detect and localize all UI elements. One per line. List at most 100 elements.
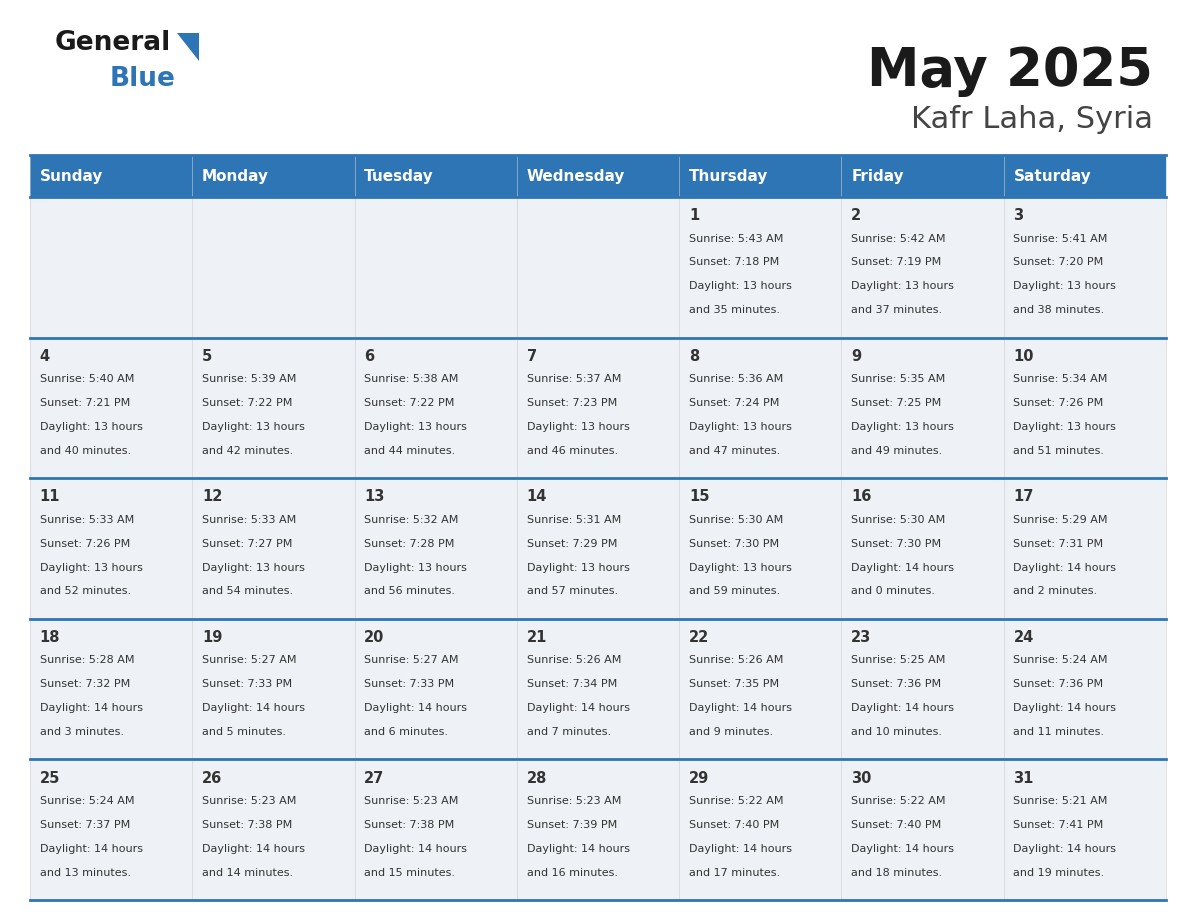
Text: 11: 11	[39, 489, 61, 505]
Text: 22: 22	[689, 630, 709, 645]
Bar	[680, 619, 841, 759]
Text: Sunrise: 5:41 AM: Sunrise: 5:41 AM	[1013, 233, 1108, 243]
Text: and 10 minutes.: and 10 minutes.	[851, 727, 942, 737]
Text: and 7 minutes.: and 7 minutes.	[526, 727, 611, 737]
Text: Sunrise: 5:24 AM: Sunrise: 5:24 AM	[39, 796, 134, 806]
Text: Tuesday: Tuesday	[365, 169, 434, 184]
Text: Sunrise: 5:31 AM: Sunrise: 5:31 AM	[526, 515, 621, 525]
Text: Sunset: 7:33 PM: Sunset: 7:33 PM	[202, 679, 292, 689]
Text: Daylight: 13 hours: Daylight: 13 hours	[526, 422, 630, 432]
Text: Sunrise: 5:27 AM: Sunrise: 5:27 AM	[202, 655, 297, 666]
Text: General: General	[55, 30, 171, 56]
Text: Sunrise: 5:39 AM: Sunrise: 5:39 AM	[202, 375, 296, 384]
Text: Kafr Laha, Syria: Kafr Laha, Syria	[911, 105, 1154, 134]
Text: Sunset: 7:29 PM: Sunset: 7:29 PM	[526, 539, 617, 549]
Text: 23: 23	[851, 630, 872, 645]
Text: and 56 minutes.: and 56 minutes.	[365, 587, 455, 597]
Bar	[30, 155, 192, 197]
Bar	[354, 478, 517, 619]
Bar	[841, 619, 1004, 759]
Text: Sunset: 7:30 PM: Sunset: 7:30 PM	[851, 539, 941, 549]
Text: Sunrise: 5:23 AM: Sunrise: 5:23 AM	[365, 796, 459, 806]
Bar	[354, 619, 517, 759]
Bar	[192, 197, 354, 338]
Text: 19: 19	[202, 630, 222, 645]
Bar	[680, 197, 841, 338]
Text: Sunset: 7:22 PM: Sunset: 7:22 PM	[365, 398, 455, 409]
Text: 29: 29	[689, 770, 709, 786]
Bar	[192, 338, 354, 478]
Text: and 16 minutes.: and 16 minutes.	[526, 868, 618, 878]
Text: Sunrise: 5:22 AM: Sunrise: 5:22 AM	[851, 796, 946, 806]
Text: Sunset: 7:34 PM: Sunset: 7:34 PM	[526, 679, 617, 689]
Text: and 13 minutes.: and 13 minutes.	[39, 868, 131, 878]
Text: Sunrise: 5:33 AM: Sunrise: 5:33 AM	[202, 515, 296, 525]
Text: Sunset: 7:25 PM: Sunset: 7:25 PM	[851, 398, 941, 409]
Text: Sunset: 7:23 PM: Sunset: 7:23 PM	[526, 398, 617, 409]
Text: Daylight: 13 hours: Daylight: 13 hours	[365, 422, 467, 432]
Bar	[354, 338, 517, 478]
Bar	[517, 338, 680, 478]
Text: Daylight: 13 hours: Daylight: 13 hours	[851, 281, 954, 291]
Text: Sunset: 7:24 PM: Sunset: 7:24 PM	[689, 398, 779, 409]
Text: 2: 2	[851, 208, 861, 223]
Text: 17: 17	[1013, 489, 1034, 505]
Text: Sunrise: 5:23 AM: Sunrise: 5:23 AM	[526, 796, 621, 806]
Bar	[1004, 478, 1165, 619]
Text: Sunset: 7:30 PM: Sunset: 7:30 PM	[689, 539, 779, 549]
Text: Daylight: 13 hours: Daylight: 13 hours	[365, 563, 467, 573]
Text: 10: 10	[1013, 349, 1034, 364]
Text: 31: 31	[1013, 770, 1034, 786]
Text: 14: 14	[526, 489, 546, 505]
Text: Daylight: 13 hours: Daylight: 13 hours	[526, 563, 630, 573]
Text: Sunrise: 5:24 AM: Sunrise: 5:24 AM	[1013, 655, 1108, 666]
Text: 4: 4	[39, 349, 50, 364]
Text: Daylight: 14 hours: Daylight: 14 hours	[851, 563, 954, 573]
Text: Sunset: 7:35 PM: Sunset: 7:35 PM	[689, 679, 779, 689]
Text: Sunrise: 5:22 AM: Sunrise: 5:22 AM	[689, 796, 783, 806]
Bar	[30, 338, 192, 478]
Text: and 6 minutes.: and 6 minutes.	[365, 727, 448, 737]
Text: Sunset: 7:28 PM: Sunset: 7:28 PM	[365, 539, 455, 549]
Text: Daylight: 14 hours: Daylight: 14 hours	[851, 703, 954, 713]
Text: Daylight: 14 hours: Daylight: 14 hours	[689, 703, 792, 713]
Bar	[841, 759, 1004, 900]
Text: 26: 26	[202, 770, 222, 786]
Text: and 40 minutes.: and 40 minutes.	[39, 446, 131, 456]
Text: Daylight: 14 hours: Daylight: 14 hours	[202, 703, 305, 713]
Text: and 14 minutes.: and 14 minutes.	[202, 868, 293, 878]
Text: 16: 16	[851, 489, 872, 505]
Text: Daylight: 14 hours: Daylight: 14 hours	[689, 844, 792, 854]
Text: Saturday: Saturday	[1013, 169, 1092, 184]
Text: 20: 20	[365, 630, 385, 645]
Text: and 42 minutes.: and 42 minutes.	[202, 446, 293, 456]
Bar	[192, 759, 354, 900]
Text: Sunrise: 5:43 AM: Sunrise: 5:43 AM	[689, 233, 783, 243]
Bar	[680, 155, 841, 197]
Text: 9: 9	[851, 349, 861, 364]
Bar	[680, 759, 841, 900]
Bar	[1004, 759, 1165, 900]
Text: and 2 minutes.: and 2 minutes.	[1013, 587, 1098, 597]
Text: and 46 minutes.: and 46 minutes.	[526, 446, 618, 456]
Text: and 19 minutes.: and 19 minutes.	[1013, 868, 1105, 878]
Text: Daylight: 13 hours: Daylight: 13 hours	[39, 563, 143, 573]
Text: 3: 3	[1013, 208, 1024, 223]
Text: Daylight: 13 hours: Daylight: 13 hours	[689, 563, 791, 573]
Text: Daylight: 13 hours: Daylight: 13 hours	[202, 422, 305, 432]
Bar	[30, 619, 192, 759]
Text: Sunrise: 5:25 AM: Sunrise: 5:25 AM	[851, 655, 946, 666]
Text: Sunrise: 5:23 AM: Sunrise: 5:23 AM	[202, 796, 296, 806]
Text: Sunset: 7:27 PM: Sunset: 7:27 PM	[202, 539, 292, 549]
Text: Daylight: 14 hours: Daylight: 14 hours	[1013, 703, 1117, 713]
Text: Sunset: 7:36 PM: Sunset: 7:36 PM	[1013, 679, 1104, 689]
Bar	[517, 478, 680, 619]
Text: Blue: Blue	[110, 66, 176, 92]
Bar	[841, 155, 1004, 197]
Text: Sunset: 7:37 PM: Sunset: 7:37 PM	[39, 820, 129, 830]
Text: Sunrise: 5:29 AM: Sunrise: 5:29 AM	[1013, 515, 1108, 525]
Text: Sunset: 7:39 PM: Sunset: 7:39 PM	[526, 820, 617, 830]
Text: Daylight: 13 hours: Daylight: 13 hours	[1013, 422, 1117, 432]
Text: Daylight: 13 hours: Daylight: 13 hours	[689, 281, 791, 291]
Bar	[841, 197, 1004, 338]
